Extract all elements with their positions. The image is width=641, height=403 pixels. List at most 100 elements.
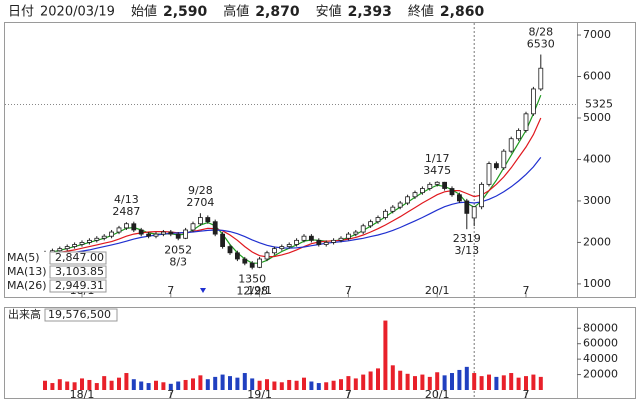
candle-body bbox=[331, 239, 337, 243]
volume-bar bbox=[168, 383, 173, 390]
candle-body bbox=[345, 233, 351, 239]
volume-bar bbox=[390, 365, 395, 390]
annotation-value: 2487 bbox=[112, 205, 140, 218]
ma-line bbox=[44, 117, 542, 258]
candle-body bbox=[64, 246, 70, 250]
candle-body bbox=[197, 217, 203, 225]
volume-bar bbox=[457, 369, 462, 390]
volume-bar bbox=[302, 377, 306, 390]
header-label: 日付 bbox=[8, 5, 34, 20]
candle-body bbox=[434, 181, 440, 185]
x-tick-label: 7 bbox=[345, 388, 352, 401]
candle-body bbox=[279, 246, 285, 250]
header-label: 始値 bbox=[131, 4, 157, 20]
x-tick-label: 18/1 bbox=[70, 388, 95, 401]
header-value: 2,860 bbox=[440, 4, 485, 20]
ma-line bbox=[44, 157, 542, 258]
candle-body bbox=[286, 244, 292, 247]
volume-bar bbox=[205, 379, 210, 390]
annotation-value: 2052 bbox=[164, 243, 192, 256]
candle-body bbox=[427, 183, 433, 189]
annotation-value: 3475 bbox=[423, 164, 451, 177]
candle-body bbox=[390, 206, 396, 212]
legend-value-box bbox=[49, 279, 107, 293]
volume-bar bbox=[146, 383, 151, 390]
candle-body bbox=[124, 223, 129, 229]
legend-value-box bbox=[49, 265, 107, 279]
volume-bar bbox=[183, 379, 188, 390]
candle-body bbox=[368, 221, 374, 227]
volume-bar bbox=[339, 379, 343, 390]
annotation-date: 9/28 bbox=[188, 184, 213, 197]
candle-body bbox=[242, 258, 248, 264]
candle-body bbox=[87, 239, 92, 243]
volume-bar bbox=[294, 380, 299, 390]
annotation-date: 3/13 bbox=[454, 244, 479, 257]
y-tick-label: 3000 bbox=[583, 194, 611, 207]
x-tick-label: 19/1 bbox=[247, 388, 272, 401]
volume-bar bbox=[279, 382, 284, 390]
legend-bg bbox=[6, 252, 50, 264]
candle-body bbox=[397, 202, 403, 208]
marker bbox=[200, 288, 206, 293]
candle-body bbox=[183, 229, 189, 239]
volume-bar bbox=[346, 376, 351, 390]
candle-body bbox=[264, 252, 270, 260]
candle-body bbox=[412, 192, 418, 198]
volume-bar bbox=[487, 374, 491, 390]
volume-bar bbox=[479, 376, 484, 390]
x-tick-label: 7 bbox=[167, 284, 174, 297]
annotation-value: 2704 bbox=[186, 196, 214, 209]
y-tick-label: 20000 bbox=[583, 368, 618, 381]
candle-body bbox=[146, 233, 152, 237]
volume-bar bbox=[331, 380, 336, 390]
volume-bar bbox=[57, 379, 62, 390]
annotation-value: 1350 bbox=[238, 272, 266, 285]
candle-body bbox=[234, 252, 240, 260]
candle-body bbox=[360, 225, 366, 233]
candle-body bbox=[249, 262, 255, 268]
volume-bar bbox=[242, 373, 247, 390]
header-label: 安値 bbox=[316, 4, 342, 20]
volume-bar bbox=[324, 382, 329, 390]
x-tick-label: 7 bbox=[523, 388, 530, 401]
volume-bar bbox=[102, 376, 107, 390]
y-tick-label: 1000 bbox=[583, 277, 611, 290]
candle-body bbox=[257, 258, 263, 268]
candle-body bbox=[175, 233, 181, 239]
candle-body bbox=[79, 242, 85, 245]
volume-bar bbox=[309, 381, 314, 390]
header-value: 2,870 bbox=[255, 4, 300, 20]
volume-bar bbox=[198, 375, 203, 390]
volume-bar bbox=[538, 376, 543, 390]
candle-body bbox=[531, 88, 536, 115]
volume-bar bbox=[472, 373, 477, 390]
volume-bar bbox=[257, 380, 262, 390]
y-tick-label: 4000 bbox=[583, 152, 611, 165]
volume-bar bbox=[131, 379, 136, 390]
volume-bar bbox=[80, 378, 84, 390]
candle-body bbox=[153, 233, 159, 237]
volume-bar bbox=[250, 378, 255, 390]
candle-body bbox=[271, 248, 277, 254]
legend-bg bbox=[6, 266, 50, 278]
annotation-date: 4/13 bbox=[114, 193, 139, 206]
volume-bar bbox=[213, 376, 218, 390]
volume-total: 19,576,500 bbox=[48, 308, 111, 321]
volume-bar bbox=[139, 381, 144, 390]
volume-bar bbox=[501, 375, 506, 390]
volume-total-box bbox=[44, 308, 118, 322]
volume-bar bbox=[272, 381, 277, 390]
candle-body bbox=[493, 163, 499, 169]
candle-body bbox=[109, 231, 114, 237]
x-tick-label: 20/1 bbox=[425, 284, 450, 297]
candle-body bbox=[301, 235, 307, 241]
candle-body bbox=[479, 183, 485, 208]
annotation-date: 12/28 bbox=[236, 284, 268, 297]
price-panel bbox=[4, 22, 636, 298]
volume-bar bbox=[361, 374, 366, 390]
volume-bar bbox=[124, 373, 129, 390]
candle-body bbox=[94, 237, 100, 241]
